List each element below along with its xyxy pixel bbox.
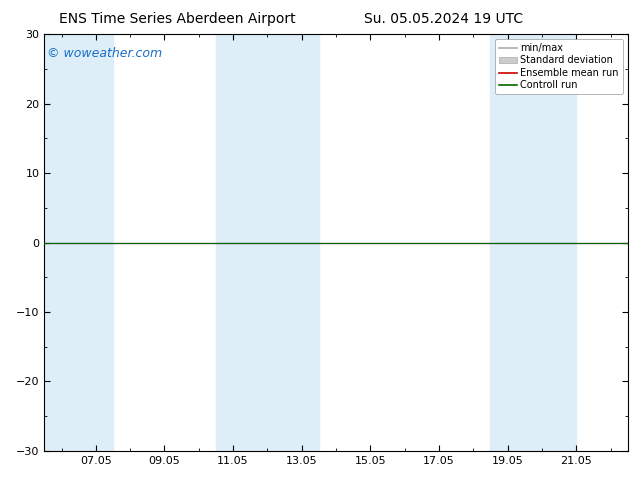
Text: © woweather.com: © woweather.com xyxy=(48,47,162,60)
Bar xyxy=(491,34,576,451)
Legend: min/max, Standard deviation, Ensemble mean run, Controll run: min/max, Standard deviation, Ensemble me… xyxy=(495,39,623,94)
Bar xyxy=(216,34,319,451)
Text: ENS Time Series Aberdeen Airport: ENS Time Series Aberdeen Airport xyxy=(59,12,296,26)
Bar xyxy=(44,34,113,451)
Text: Su. 05.05.2024 19 UTC: Su. 05.05.2024 19 UTC xyxy=(365,12,523,26)
